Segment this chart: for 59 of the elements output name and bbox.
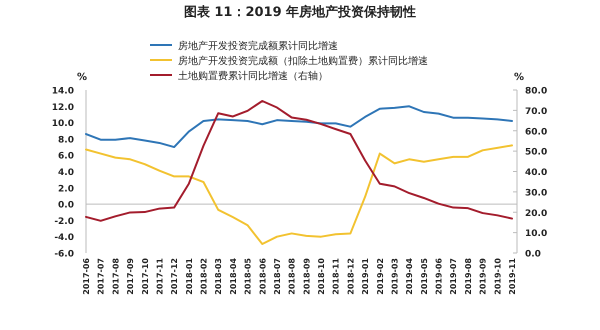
- y-tick-label: 12.0: [52, 102, 74, 113]
- legend-label: 房地产开发投资完成额累计同比增速: [178, 40, 338, 52]
- x-tick-label: 2018-06: [258, 258, 268, 295]
- y-axis-title: %: [76, 72, 88, 83]
- x-tick-label: 2019-07: [449, 258, 458, 295]
- y2-tick-label: 30.0: [525, 188, 548, 198]
- y2-axis-title: %: [514, 72, 524, 83]
- y-tick-label: 4.0: [58, 168, 74, 178]
- x-tick-label: 2017-10: [140, 258, 150, 295]
- x-tick-label: 2018-04: [228, 258, 238, 295]
- legend-label: 土地购置费累计同比增速（右轴）: [178, 70, 328, 82]
- x-tick-label: 2017-06: [82, 258, 91, 295]
- y-tick-label: -4.0: [54, 233, 74, 244]
- x-tick-label: 2019-01: [361, 258, 370, 295]
- x-tick-label: 2018-09: [302, 258, 312, 295]
- chart-title: 图表 11：2019 年房地产投资保持韧性: [184, 4, 416, 20]
- x-tick-label: 2018-01: [184, 258, 194, 295]
- y2-tick-label: 80.0: [525, 86, 548, 96]
- x-tick-label: 2019-06: [434, 258, 444, 295]
- y2-tick-label: 50.0: [525, 148, 548, 158]
- line-series: [85, 100, 513, 222]
- y2-tick-label: 40.0: [525, 168, 548, 178]
- y-tick-label: 0.0: [58, 200, 74, 211]
- x-tick-label: 2019-02: [376, 258, 385, 295]
- y2-tick-label: 0.0: [525, 250, 541, 260]
- x-tick-label: 2018-11: [332, 258, 341, 295]
- x-tick-label: 2019-04: [405, 258, 414, 295]
- x-tick-label: 2017-09: [126, 258, 136, 295]
- y2-tick-label: 60.0: [525, 127, 548, 138]
- x-tick-label: 2018-02: [200, 258, 209, 295]
- x-tick-label: 2018-03: [214, 258, 224, 295]
- y-tick-label: -2.0: [54, 216, 74, 227]
- y-tick-label: -6.0: [54, 250, 74, 260]
- y-tick-label: 8.0: [58, 135, 74, 146]
- y-tick-label: 2.0: [58, 184, 74, 194]
- x-tick-label: 2018-05: [244, 258, 253, 295]
- x-tick-label: 2017-11: [155, 258, 164, 295]
- x-tick-label: 2019-05: [420, 258, 429, 295]
- x-tick-label: 2019-09: [478, 258, 488, 295]
- x-tick-label: 2018-07: [272, 258, 282, 295]
- y-tick-label: 10.0: [52, 119, 74, 130]
- x-tick-label: 2017-12: [170, 258, 180, 295]
- x-tick-label: 2019-03: [390, 258, 400, 295]
- legend-label: 房地产开发投资完成额（扣除土地购置费）累计同比增速: [178, 55, 428, 67]
- x-tick-label: 2018-12: [346, 258, 356, 295]
- y-tick-label: 14.0: [52, 86, 74, 96]
- y2-tick-label: 10.0: [525, 229, 548, 240]
- x-tick-label: 2018-08: [288, 258, 297, 295]
- x-tick-label: 2017-07: [96, 258, 106, 295]
- x-tick-label: 2019-08: [464, 258, 473, 295]
- line-series: [85, 105, 513, 148]
- x-tick-label: 2019-10: [493, 258, 502, 295]
- x-tick-label: 2018-10: [317, 258, 326, 295]
- x-tick-label: 2019-11: [508, 258, 517, 295]
- y-tick-label: 6.0: [58, 152, 74, 162]
- line-series: [85, 144, 513, 246]
- y2-tick-label: 70.0: [525, 106, 548, 117]
- x-tick-label: 2017-08: [111, 258, 120, 295]
- y2-tick-label: 20.0: [525, 208, 548, 219]
